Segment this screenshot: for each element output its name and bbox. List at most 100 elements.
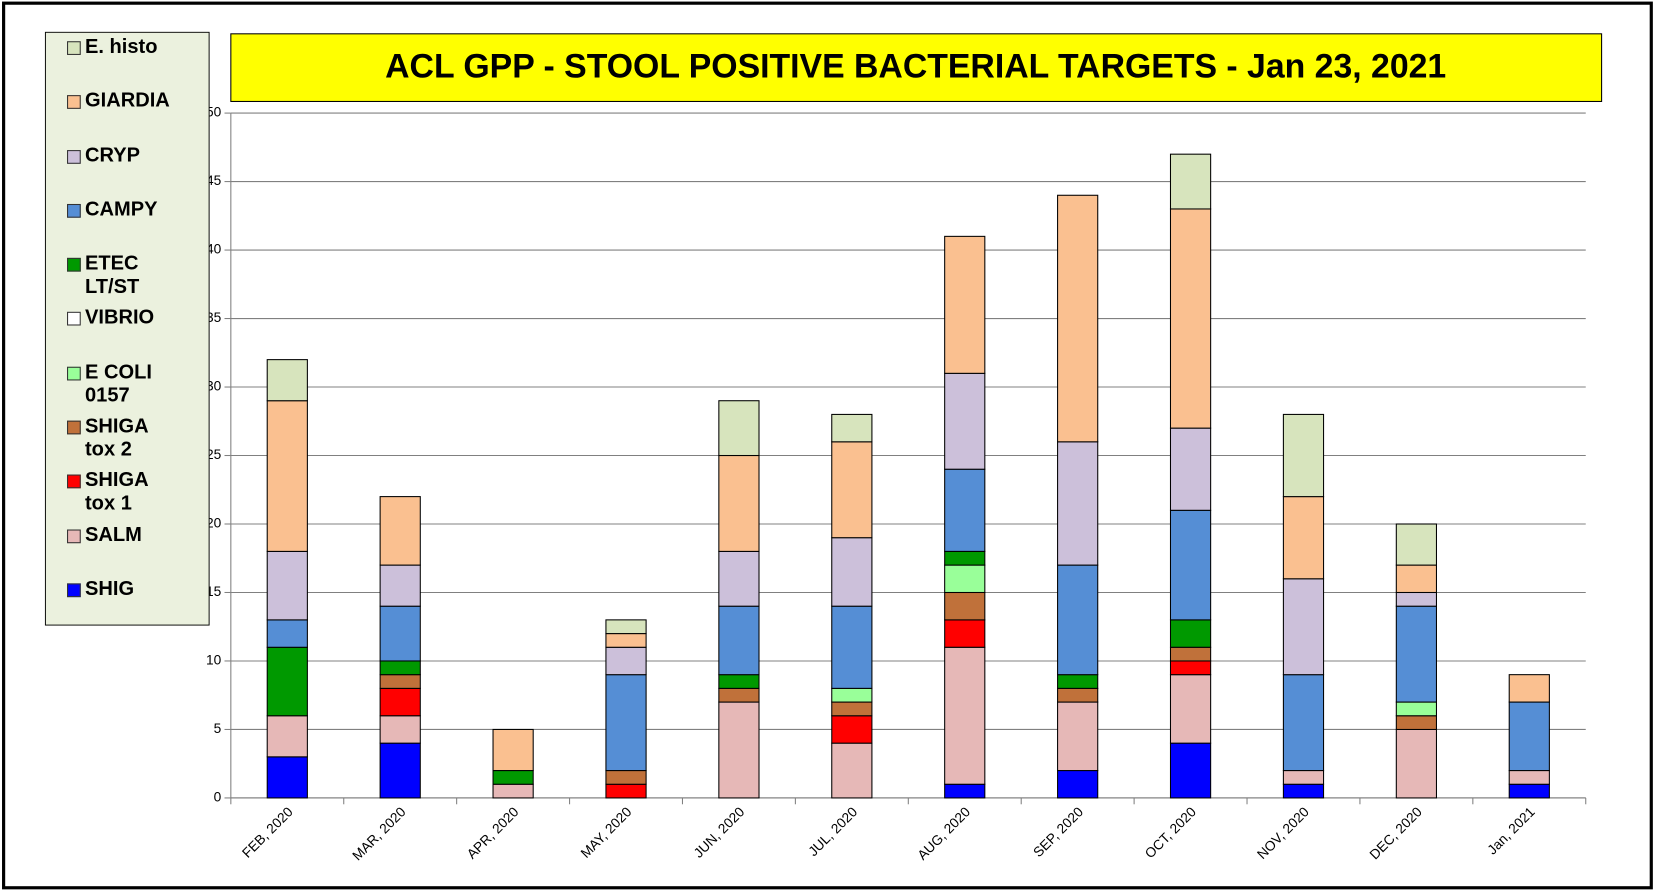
legend-item: SALM [67,524,209,578]
bar-segment [1282,674,1325,772]
bar-segment [944,550,986,566]
bar-segment [1508,701,1550,772]
bar-segment [379,564,421,607]
bar-segment [944,372,986,470]
y-tick-label: 50 [206,105,222,120]
bar-segment [1057,770,1099,799]
bar-segment [944,646,986,785]
legend-item: VIBRIO [67,307,209,361]
y-tick-label: 40 [206,242,222,257]
bar-segment [266,715,308,758]
title-box [230,33,1603,102]
legend-item: E. histo [67,36,209,90]
bar-segment [1057,194,1099,443]
bar-segment [831,687,873,703]
bar-segment [1282,413,1325,498]
y-tick-label: 25 [206,447,222,462]
legend-swatch [67,95,81,110]
bar-segment [1395,564,1437,594]
legend-label: SHIGA tox 1 [84,469,148,516]
y-tick-label: 5 [214,721,222,736]
bar-segment [1057,564,1099,676]
legend-swatch [67,366,81,381]
bar-segment [379,687,421,717]
bar-segment [1282,770,1325,785]
bar-segment [1169,674,1212,744]
bar-segment [1169,646,1212,662]
bar-segment [718,674,760,689]
legend-label: SHIG [84,578,135,601]
bar-segment [379,715,421,744]
bar-segment [266,550,308,621]
bar-segment [1508,674,1550,703]
bar-segment [266,359,308,402]
bar-segment [944,468,986,552]
bar-segment [605,646,647,676]
legend-item: E COLI 0157 [67,361,209,415]
chart-title: ACL GPP - STOOL POSITIVE BACTERIAL TARGE… [385,48,1446,86]
bar-segment [492,728,534,772]
bar-segment [379,674,421,689]
bar-segment [266,646,308,717]
bar-segment [379,742,421,799]
legend-label: GIARDIA [84,90,170,113]
legend-item: SHIGA tox 2 [67,415,209,469]
legend-label: VIBRIO [84,307,155,330]
bar-segment [605,619,647,635]
bar-segment [944,235,986,374]
legend-swatch [67,149,81,164]
bar-segment [266,619,308,648]
bar-segment [1057,687,1099,703]
legend-swatch [67,258,81,272]
legend-swatch [67,529,81,543]
bar-segment [1395,728,1437,799]
bar-segment [1282,783,1325,799]
legend-label: CRYP [84,144,141,167]
legend-swatch [67,474,81,489]
bar-segment [492,770,534,785]
legend-swatch [67,41,81,55]
legend-item: GIARDIA [67,90,209,144]
bar-segment [605,770,647,785]
legend-label: SALM [84,523,142,547]
legend-label: ETEC LT/ST [84,252,140,299]
bar-segment [1395,715,1437,730]
y-tick-label: 35 [206,310,222,325]
y-tick-label: 15 [206,584,222,599]
legend-box: E. histo GIARDIA CRYP CAMPY ETEC LT/ST VIBRIO… [44,31,210,626]
bar-segment [1282,496,1325,580]
bar-segment [1169,208,1212,429]
bar-segment [266,400,308,552]
legend-label: CAMPY [84,198,158,221]
bar-segment [944,591,986,621]
bar-segment [1282,578,1325,676]
bar-segment [605,783,647,799]
legend-swatch [67,583,81,598]
bar-segment [831,441,873,539]
legend-label: E COLI 0157 [84,361,152,407]
legend-label: SHIGA tox 2 [84,415,148,461]
bar-segment [379,605,421,662]
y-tick-label: 0 [214,790,222,805]
bar-segment [831,537,873,607]
bar-segment [831,701,873,717]
bar-segment [1057,701,1099,772]
y-tick-label: 45 [206,173,222,188]
bar-segment [944,564,986,594]
legend-item: CRYP [67,144,209,198]
bar-segment [944,783,986,799]
legend-label: E. histo [84,35,158,59]
legend-item: CAMPY [67,199,209,253]
bar-segment [1395,605,1437,703]
bar-segment [266,756,308,799]
bar-segment [1395,523,1437,566]
legend-swatch [67,203,81,218]
legend-swatch [67,312,81,327]
legend-swatch [67,420,81,435]
bar-segment [831,742,873,799]
legend-item: ETEC LT/ST [67,253,209,307]
y-tick-label: 20 [206,516,222,531]
legend-item: SHIGA tox 1 [67,470,209,524]
